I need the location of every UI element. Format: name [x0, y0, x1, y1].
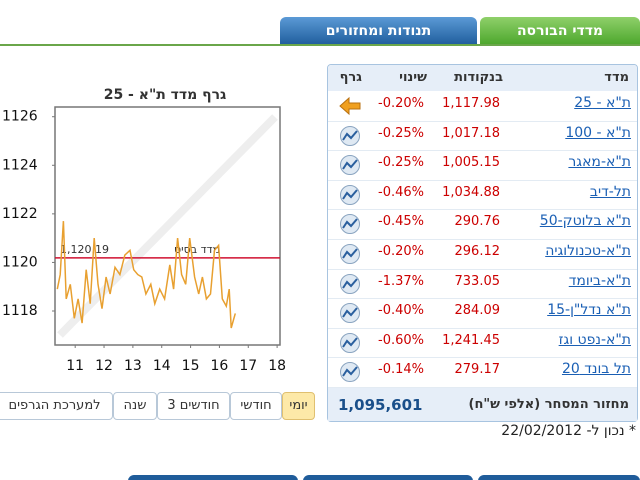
x-tick-label: 15 — [182, 358, 200, 374]
header-bg — [328, 65, 637, 91]
index-points: 279.17 — [454, 362, 501, 378]
footer-bg — [328, 388, 637, 421]
baseline-label: מדד בסיס — [174, 243, 220, 256]
index-points: 1,241.45 — [442, 332, 500, 348]
x-tick-label: 14 — [153, 358, 171, 374]
y-tick-label: 1118 — [2, 303, 38, 319]
index-points: 290.76 — [454, 214, 501, 230]
row-bg — [328, 358, 637, 388]
column-header: גרף — [339, 70, 362, 85]
graph-icon[interactable] — [338, 302, 362, 324]
turnover-label: מחזור המסחר (אלפי ש"ח) — [468, 397, 630, 412]
y-tick-label: 1126 — [2, 109, 38, 125]
row-bg — [328, 329, 637, 359]
index-points: 1,017.18 — [442, 125, 500, 141]
index-change: -0.40% — [378, 303, 424, 319]
index-points: 284.09 — [454, 303, 501, 319]
row-bg — [328, 240, 637, 270]
baseline-value: 1,120.19 — [60, 243, 109, 256]
index-change: -0.45% — [378, 214, 424, 230]
x-tick-label: 12 — [95, 358, 113, 374]
graph-icon[interactable] — [338, 213, 362, 235]
range-button[interactable]: 3 חודשים — [157, 392, 230, 420]
tab[interactable]: מדדי הבורסה — [480, 17, 640, 44]
tab-line — [0, 44, 640, 46]
index-change: -0.25% — [378, 125, 424, 141]
column-header: בנקודות — [454, 70, 503, 85]
index-change: -0.20% — [378, 244, 424, 259]
index-name[interactable]: ת"א-נפט וגז — [558, 331, 631, 348]
x-tick-label: 13 — [124, 358, 142, 374]
graph-icon[interactable] — [338, 243, 362, 265]
index-name[interactable]: ת"א - 100 — [565, 124, 631, 141]
index-name[interactable]: ת"א-ביומד — [568, 272, 631, 289]
index-points: 733.05 — [454, 273, 501, 289]
y-tick-label: 1122 — [2, 206, 38, 222]
y-tick-label: 1124 — [2, 157, 38, 173]
range-button[interactable]: יומי — [282, 392, 315, 420]
chart-title: גרף מדד ת"א - 25 — [104, 87, 227, 103]
row-bg — [328, 181, 637, 211]
index-name[interactable]: ת"א-טכנולוגיה — [545, 243, 631, 259]
watermark — [57, 114, 278, 338]
row-bg — [328, 299, 637, 329]
graph-icon[interactable] — [338, 332, 362, 354]
index-change: -0.46% — [378, 184, 424, 200]
index-points: 1,034.88 — [442, 184, 500, 200]
index-table: מדד בנקודות שינוי גרף ת"א - 25 1,117.98 -0.20%… — [327, 64, 638, 422]
index-change: -0.14% — [378, 362, 424, 378]
range-button[interactable]: שנה — [113, 392, 157, 420]
index-change: -0.25% — [378, 155, 424, 171]
index-name[interactable]: ת"א-מאגר — [568, 154, 631, 171]
index-change: -0.60% — [378, 332, 424, 348]
bottom-tabs — [128, 475, 640, 480]
graph-icon[interactable] — [338, 361, 362, 383]
tab[interactable]: תנודות ומחזורים — [280, 17, 477, 44]
range-button[interactable]: חודשי — [230, 392, 282, 420]
row-bg — [328, 210, 637, 240]
x-tick-label: 16 — [211, 358, 229, 374]
graph-icon[interactable] — [338, 95, 362, 117]
y-tick-label: 1120 — [2, 254, 38, 270]
graph-icon[interactable] — [338, 125, 362, 147]
row-bg — [328, 122, 637, 152]
index-name[interactable]: תל בונד 20 — [561, 361, 631, 378]
index-change: -1.37% — [378, 273, 424, 289]
x-tick-label: 17 — [239, 358, 257, 374]
row-bg — [328, 92, 637, 122]
index-name[interactable]: ת"א בלוטק-50 — [539, 213, 631, 230]
index-line — [56, 221, 237, 329]
turnover-value: 1,095,601 — [338, 396, 423, 414]
range-button[interactable]: למערכת הגרפים — [0, 392, 113, 420]
index-change: -0.20% — [378, 96, 424, 111]
note: * נכון ל- 22/02/2012 — [501, 423, 636, 439]
index-name[interactable]: תל-דיב — [589, 183, 631, 200]
index-points: 1,117.98 — [442, 96, 500, 111]
graph-icon[interactable] — [338, 273, 362, 295]
row-bg — [328, 270, 637, 300]
row-bg — [328, 151, 637, 181]
index-points: 1,005.15 — [442, 155, 500, 171]
index-name[interactable]: ת"א נדל"ן-15 — [547, 302, 631, 319]
graph-icon[interactable] — [338, 154, 362, 176]
x-tick-label: 18 — [268, 358, 286, 374]
x-tick-label: 11 — [66, 358, 84, 374]
index-name[interactable]: ת"א - 25 — [574, 95, 631, 111]
column-header: מדד — [604, 70, 629, 85]
index-points: 296.12 — [454, 244, 501, 259]
graph-icon[interactable] — [338, 184, 362, 206]
column-header: שינוי — [399, 70, 427, 85]
